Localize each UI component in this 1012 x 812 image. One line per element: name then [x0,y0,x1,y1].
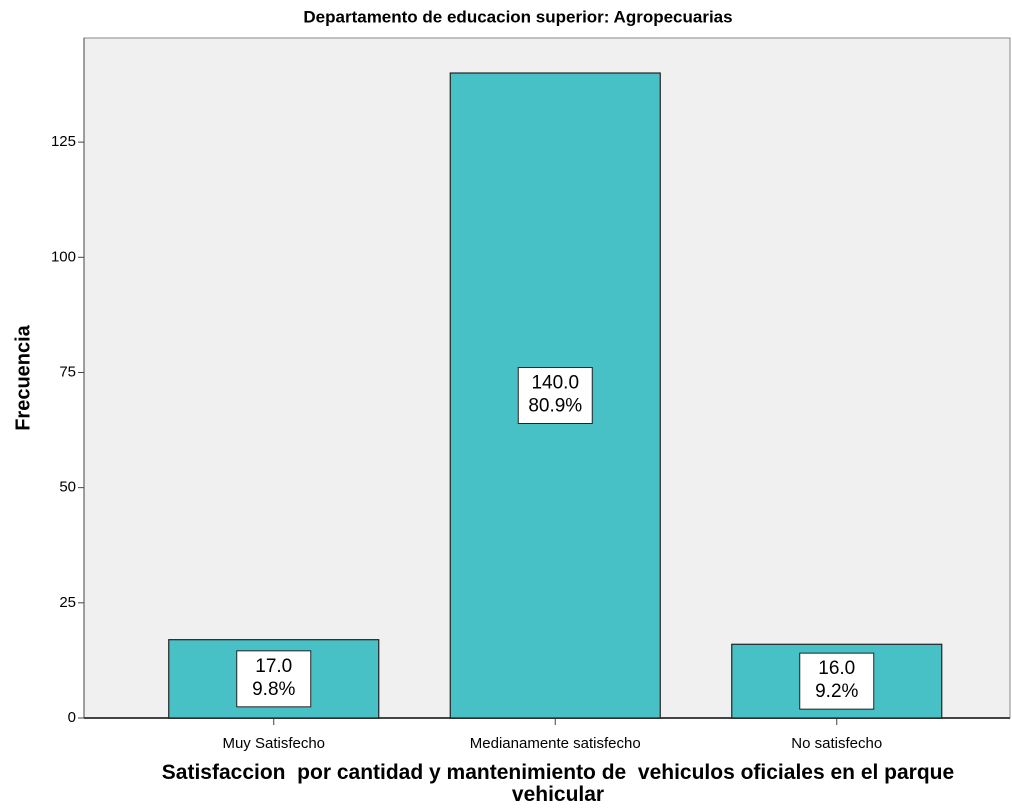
y-tick-label: 50 [59,479,76,496]
x-axis-label: Satisfaccion por cantidad y mantenimient… [161,761,961,806]
value-label: 16.0 [818,658,855,679]
value-label-box [799,652,875,710]
value-label-box [517,367,593,425]
percent-label: 9.2% [815,681,858,702]
x-tick-label: Muy Satisfecho [222,735,325,752]
percent-label: 9.8% [252,679,295,700]
value-label-box [236,650,312,708]
y-tick-label: 0 [68,709,76,726]
value-label: 17.0 [255,656,292,677]
y-tick-label: 25 [59,594,76,611]
y-axis-label: Frecuencia [12,324,34,430]
y-tick-label: 125 [51,133,76,150]
percent-label: 80.9% [528,396,582,417]
y-tick-label: 100 [51,248,76,265]
x-tick-label: No satisfecho [791,735,882,752]
chart-title: Departamento de educacion superior: Agro… [303,7,732,26]
y-tick-label: 75 [59,363,76,380]
x-tick-label: Medianamente satisfecho [470,735,641,752]
value-label: 140.0 [531,373,579,394]
